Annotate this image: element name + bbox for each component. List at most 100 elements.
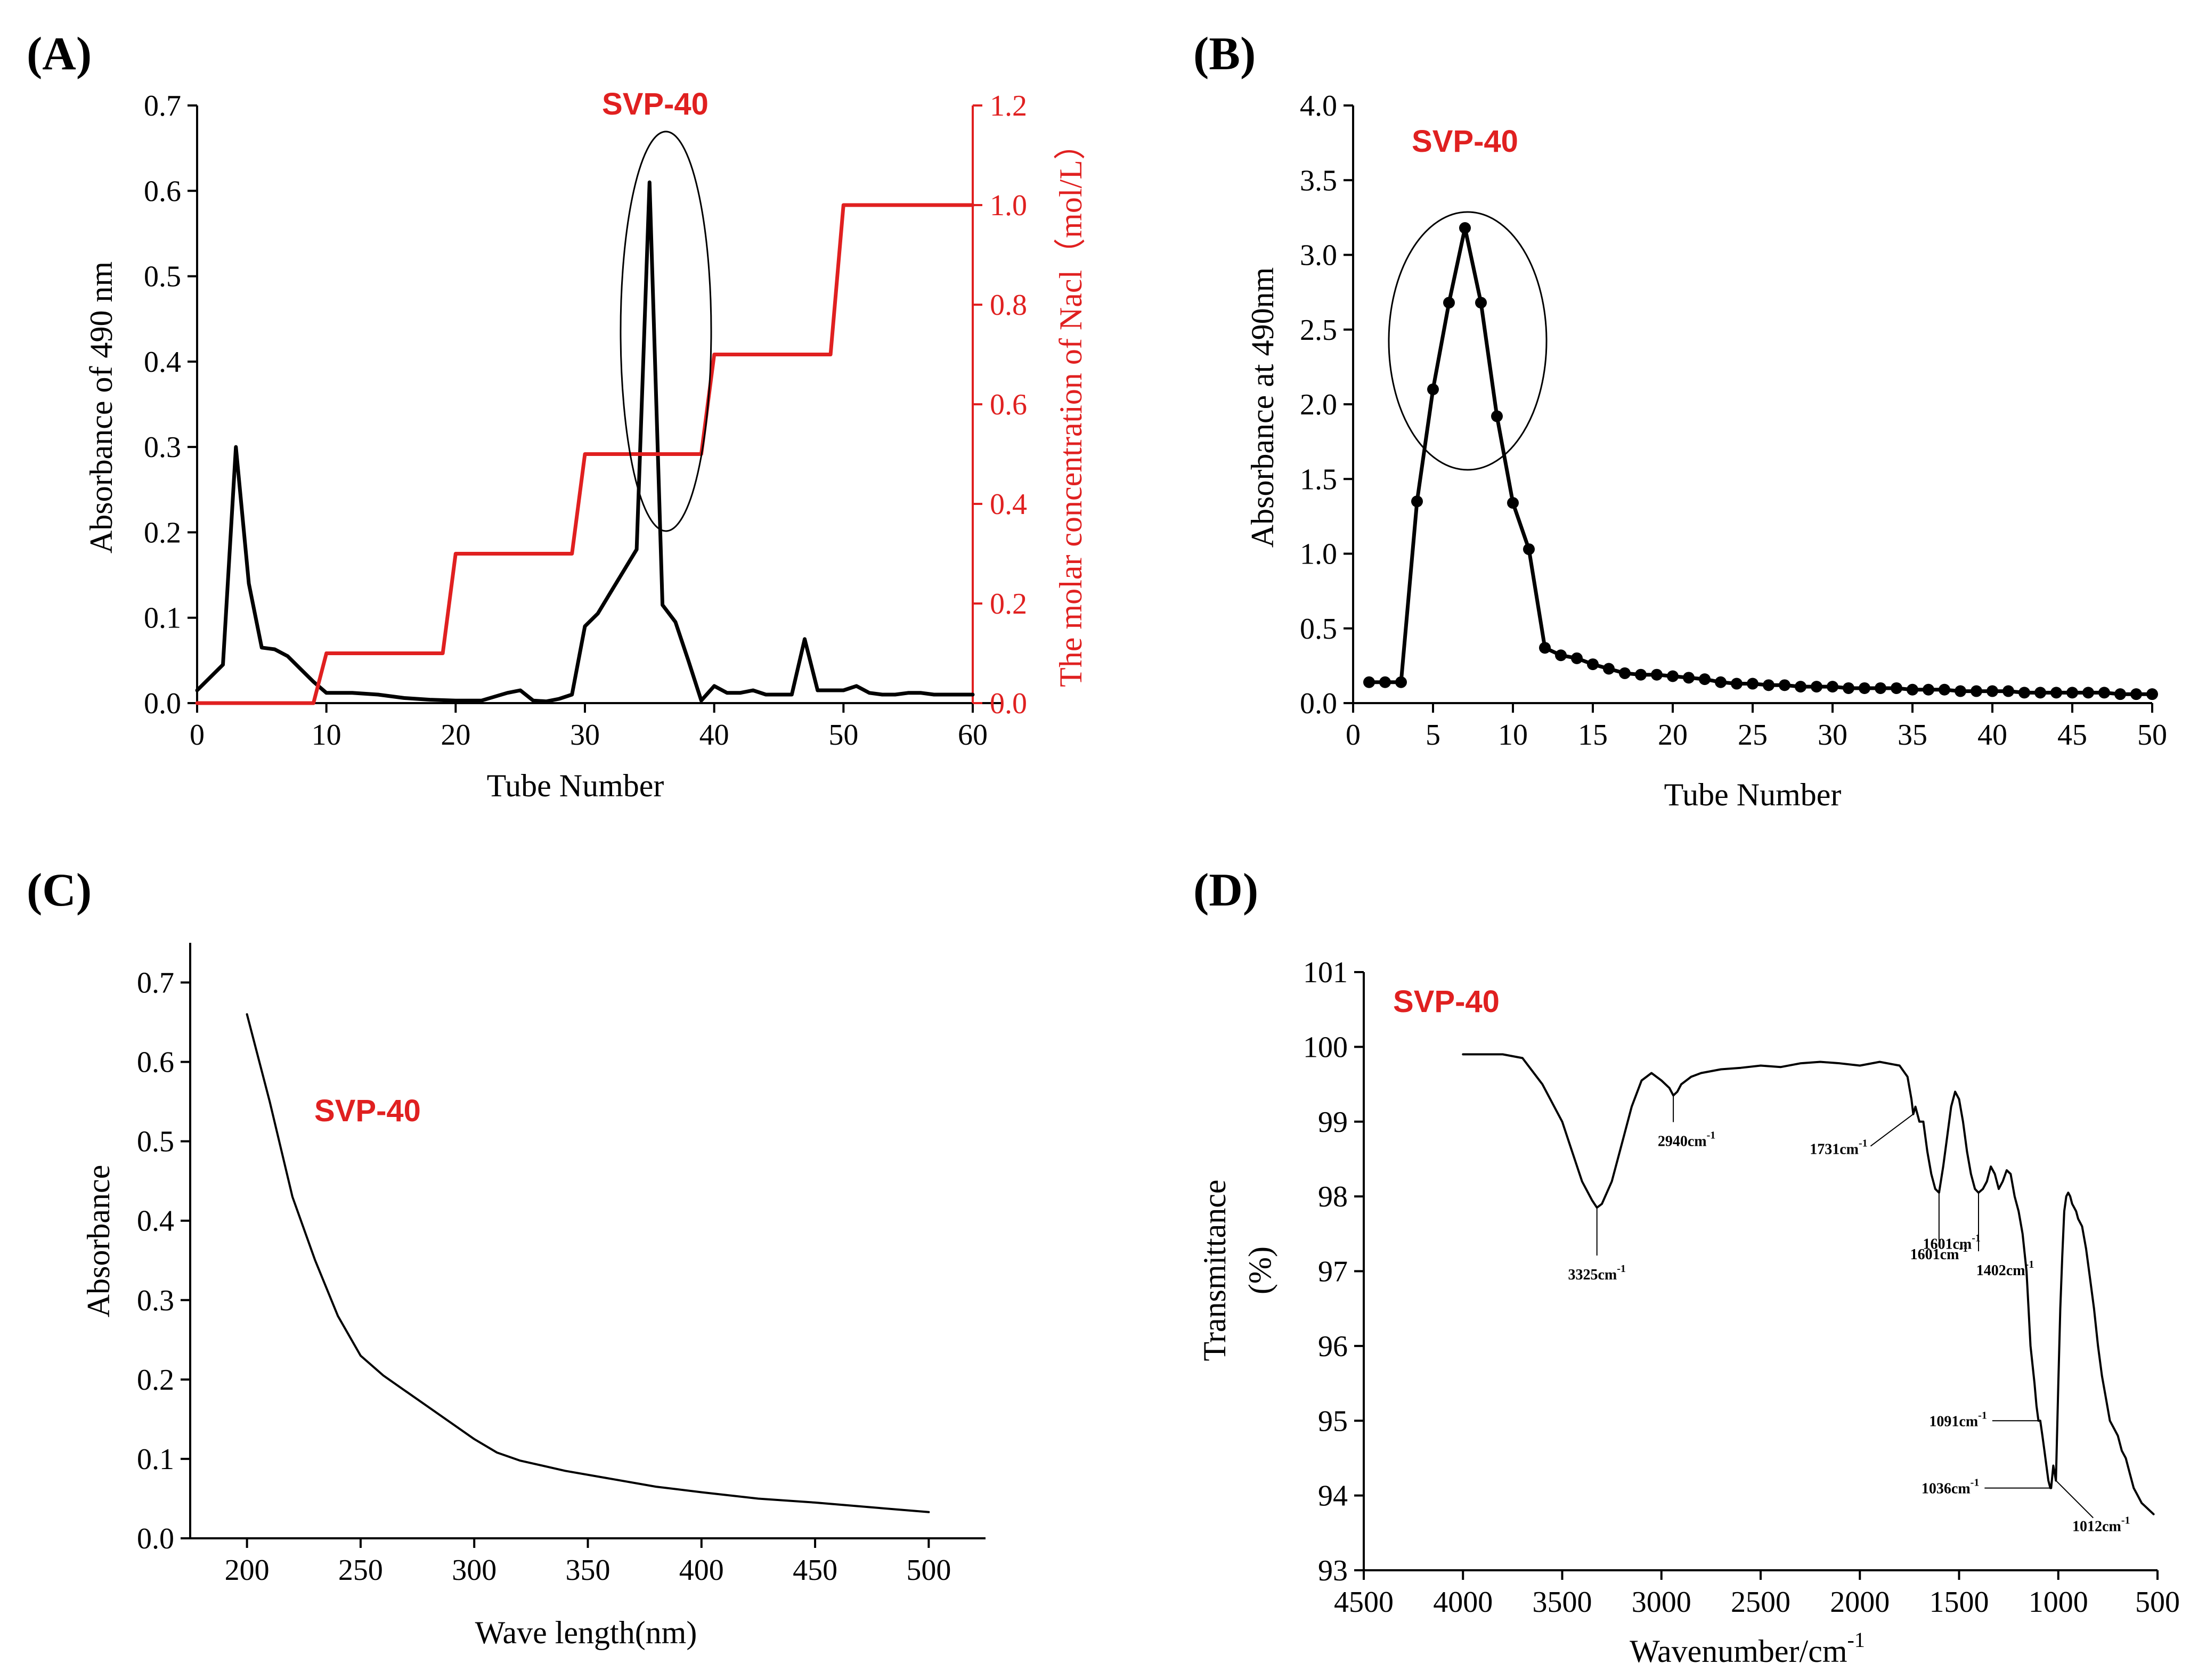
panel-a-x-tick-label: 10: [312, 719, 341, 752]
panel-b-data-point: [1699, 673, 1711, 686]
panel-b-data-point: [2034, 687, 2046, 699]
panel-d-x-tick-label: 3000: [1632, 1586, 1691, 1619]
panel-d-peak-label-text: 2940cm: [1658, 1133, 1707, 1150]
panel-b-data-point: [2002, 685, 2014, 697]
panel-c-y-tick-label: 0.4: [137, 1205, 174, 1238]
panel-d-series-line: [1462, 1053, 2155, 1515]
panel-c-plot-area: [246, 1013, 930, 1513]
panel-b-data-point: [1955, 685, 1966, 697]
panel-d-x-tick-label: 2000: [1830, 1586, 1890, 1619]
panel-c-x-label: Wave length(nm): [475, 1615, 697, 1650]
panel-b-data-point: [1683, 672, 1695, 684]
panel-b-data-point: [1827, 681, 1838, 693]
panel-b-data-point: [1987, 685, 1998, 697]
panel-b-data-point: [1923, 683, 1934, 696]
panel-c-letter: (C): [27, 865, 92, 916]
panel-d-peak-label: 2940cm-1: [1658, 1130, 1715, 1150]
panel-d-y-tick-label: 97: [1318, 1255, 1348, 1288]
panel-c-x-tick-label: 350: [566, 1554, 610, 1587]
panel-a-y-tick-label: 0.6: [144, 175, 181, 208]
panel-b-peak-ellipse: [1388, 211, 1548, 471]
panel-d-peak-label-text: 1012cm: [2072, 1519, 2121, 1535]
panel-b-x-tick-label: 5: [1426, 719, 1440, 752]
panel-d-y-tick-label: 99: [1318, 1106, 1348, 1139]
panel-b-x-tick-label: 0: [1346, 719, 1361, 752]
panel-a-letter: (A): [27, 28, 92, 80]
panel-a-y2-tick-label: 0.2: [990, 588, 1027, 621]
panel-b: (B) 0 5 10 15 20 25 30 35 40 45 50 0.0 0.5 1.0 1.5 2.0…: [1193, 28, 2167, 812]
panel-b-x-ticks: 0 5 10 15 20 25 30 35 40 45 50: [1346, 703, 2167, 752]
panel-b-data-point: [1619, 667, 1631, 679]
panel-c-y-tick-label: 0.6: [137, 1046, 174, 1079]
panel-b-x-tick-label: 35: [1898, 719, 1927, 752]
panel-a-y-tick-label: 0.1: [144, 602, 181, 635]
panel-d-peak-label: 1601cm-1: [1910, 1243, 1968, 1263]
panel-d-letter: (D): [1193, 865, 1258, 916]
panel-d-x-label-sup: -1: [1847, 1628, 1865, 1652]
panel-b-data-point: [1587, 658, 1599, 671]
panel-d-peak-label-text: 1402cm: [1976, 1262, 2025, 1279]
panel-b-y-tick-label: 1.0: [1300, 538, 1337, 571]
panel-b-data-point: [2018, 687, 2030, 699]
panel-c-x-tick-label: 500: [906, 1554, 951, 1587]
panel-a: (A) 0 10 20 30 40 50 60 0.00.10.20.30.40.50.60…: [27, 28, 1088, 803]
panel-b-data-point: [2050, 687, 2062, 699]
panel-b-data-point: [1603, 663, 1615, 675]
panel-b-data-point: [1843, 682, 1854, 694]
panel-a-y2-tick-label: 1.0: [990, 189, 1027, 222]
panel-b-x-tick-label: 10: [1498, 719, 1528, 752]
panel-b-data-point: [1875, 682, 1886, 694]
panel-b-data-point: [1939, 683, 1950, 696]
panel-b-data-point: [1459, 222, 1471, 234]
panel-b-data-point: [1539, 642, 1551, 654]
panel-b-data-point: [1747, 678, 1759, 690]
panel-b-data-point: [1795, 681, 1806, 693]
panel-c-y-tick-label: 0.1: [137, 1443, 174, 1476]
panel-a-x-tick-label: 0: [190, 719, 205, 752]
panel-d-x-label-text: Wavenumber/cm: [1630, 1634, 1847, 1669]
panel-b-y-ticks: 0.0 0.5 1.0 1.5 2.0 2.5 3.0 3.5 4.0: [1300, 89, 1353, 720]
panel-b-data-point: [1491, 410, 1503, 422]
panel-b-data-point: [1971, 685, 1982, 697]
panel-c-y-tick-label: 0.0: [137, 1522, 174, 1555]
panel-b-y-tick-label: 3.0: [1300, 239, 1337, 272]
panel-d-peak-label-sup: -1: [1859, 1138, 1868, 1149]
panel-d: (D) 4500 4000 3500 3000 2500 2000 1500 1000 500 …: [1193, 865, 2180, 1669]
panel-c-y-tick-label: 0.2: [137, 1364, 174, 1397]
panel-d-peak-label-text: 3325cm: [1568, 1267, 1617, 1283]
panel-b-x-tick-label: 45: [2057, 719, 2087, 752]
panel-b-data-point: [1859, 682, 1870, 694]
panel-d-y-tick-label: 96: [1318, 1330, 1348, 1363]
panel-b-data-point: [1667, 670, 1679, 682]
panel-b-x-tick-label: 30: [1818, 719, 1847, 752]
panel-a-x-tick-label: 40: [699, 719, 729, 752]
panel-d-peak-label-text: 1601cm: [1923, 1236, 1972, 1252]
panel-d-annotation: SVP-40: [1393, 984, 1500, 1019]
panel-c-y-ticks: 0.0 0.1 0.2 0.3 0.4 0.5 0.6 0.7: [137, 967, 190, 1555]
panel-a-y2-tick-label: 0.8: [990, 289, 1027, 322]
panel-b-data-point: [2082, 687, 2094, 699]
panel-a-annotation: SVP-40: [602, 87, 709, 121]
panel-d-peak-label-sup: -1: [1972, 1232, 1981, 1244]
panel-d-x-tick-label: 4500: [1334, 1586, 1394, 1619]
panel-c-y-label: Absorbance: [81, 1165, 116, 1318]
panel-b-data-point: [2130, 688, 2142, 700]
panel-b-data-point: [2146, 688, 2158, 700]
panel-b-data-point: [1395, 676, 1407, 688]
panel-b-y-tick-label: 3.5: [1300, 164, 1337, 197]
panel-a-series-line: [195, 203, 975, 705]
panel-a-x-tick-label: 60: [958, 719, 988, 752]
panel-b-x-label: Tube Number: [1664, 777, 1842, 812]
panel-b-y-tick-label: 2.0: [1300, 388, 1337, 421]
panel-d-peak-label-sup: -1: [2025, 1259, 2034, 1270]
panel-d-peak-label-text: 1601cm: [1910, 1246, 1959, 1263]
panel-b-data-point: [1379, 676, 1391, 688]
panel-c-x-tick-label: 400: [679, 1554, 724, 1587]
panel-a-x-ticks: 0 10 20 30 40 50 60: [190, 703, 988, 752]
panel-b-y-tick-label: 1.5: [1300, 463, 1337, 496]
panel-a-x-tick-label: 30: [570, 719, 600, 752]
panel-a-y2-ticks: 0.0 0.2 0.4 0.6 0.8 1.0 1.2: [973, 89, 1027, 720]
panel-d-x-tick-label: 3500: [1533, 1586, 1592, 1619]
panel-b-data-point: [1411, 495, 1423, 508]
